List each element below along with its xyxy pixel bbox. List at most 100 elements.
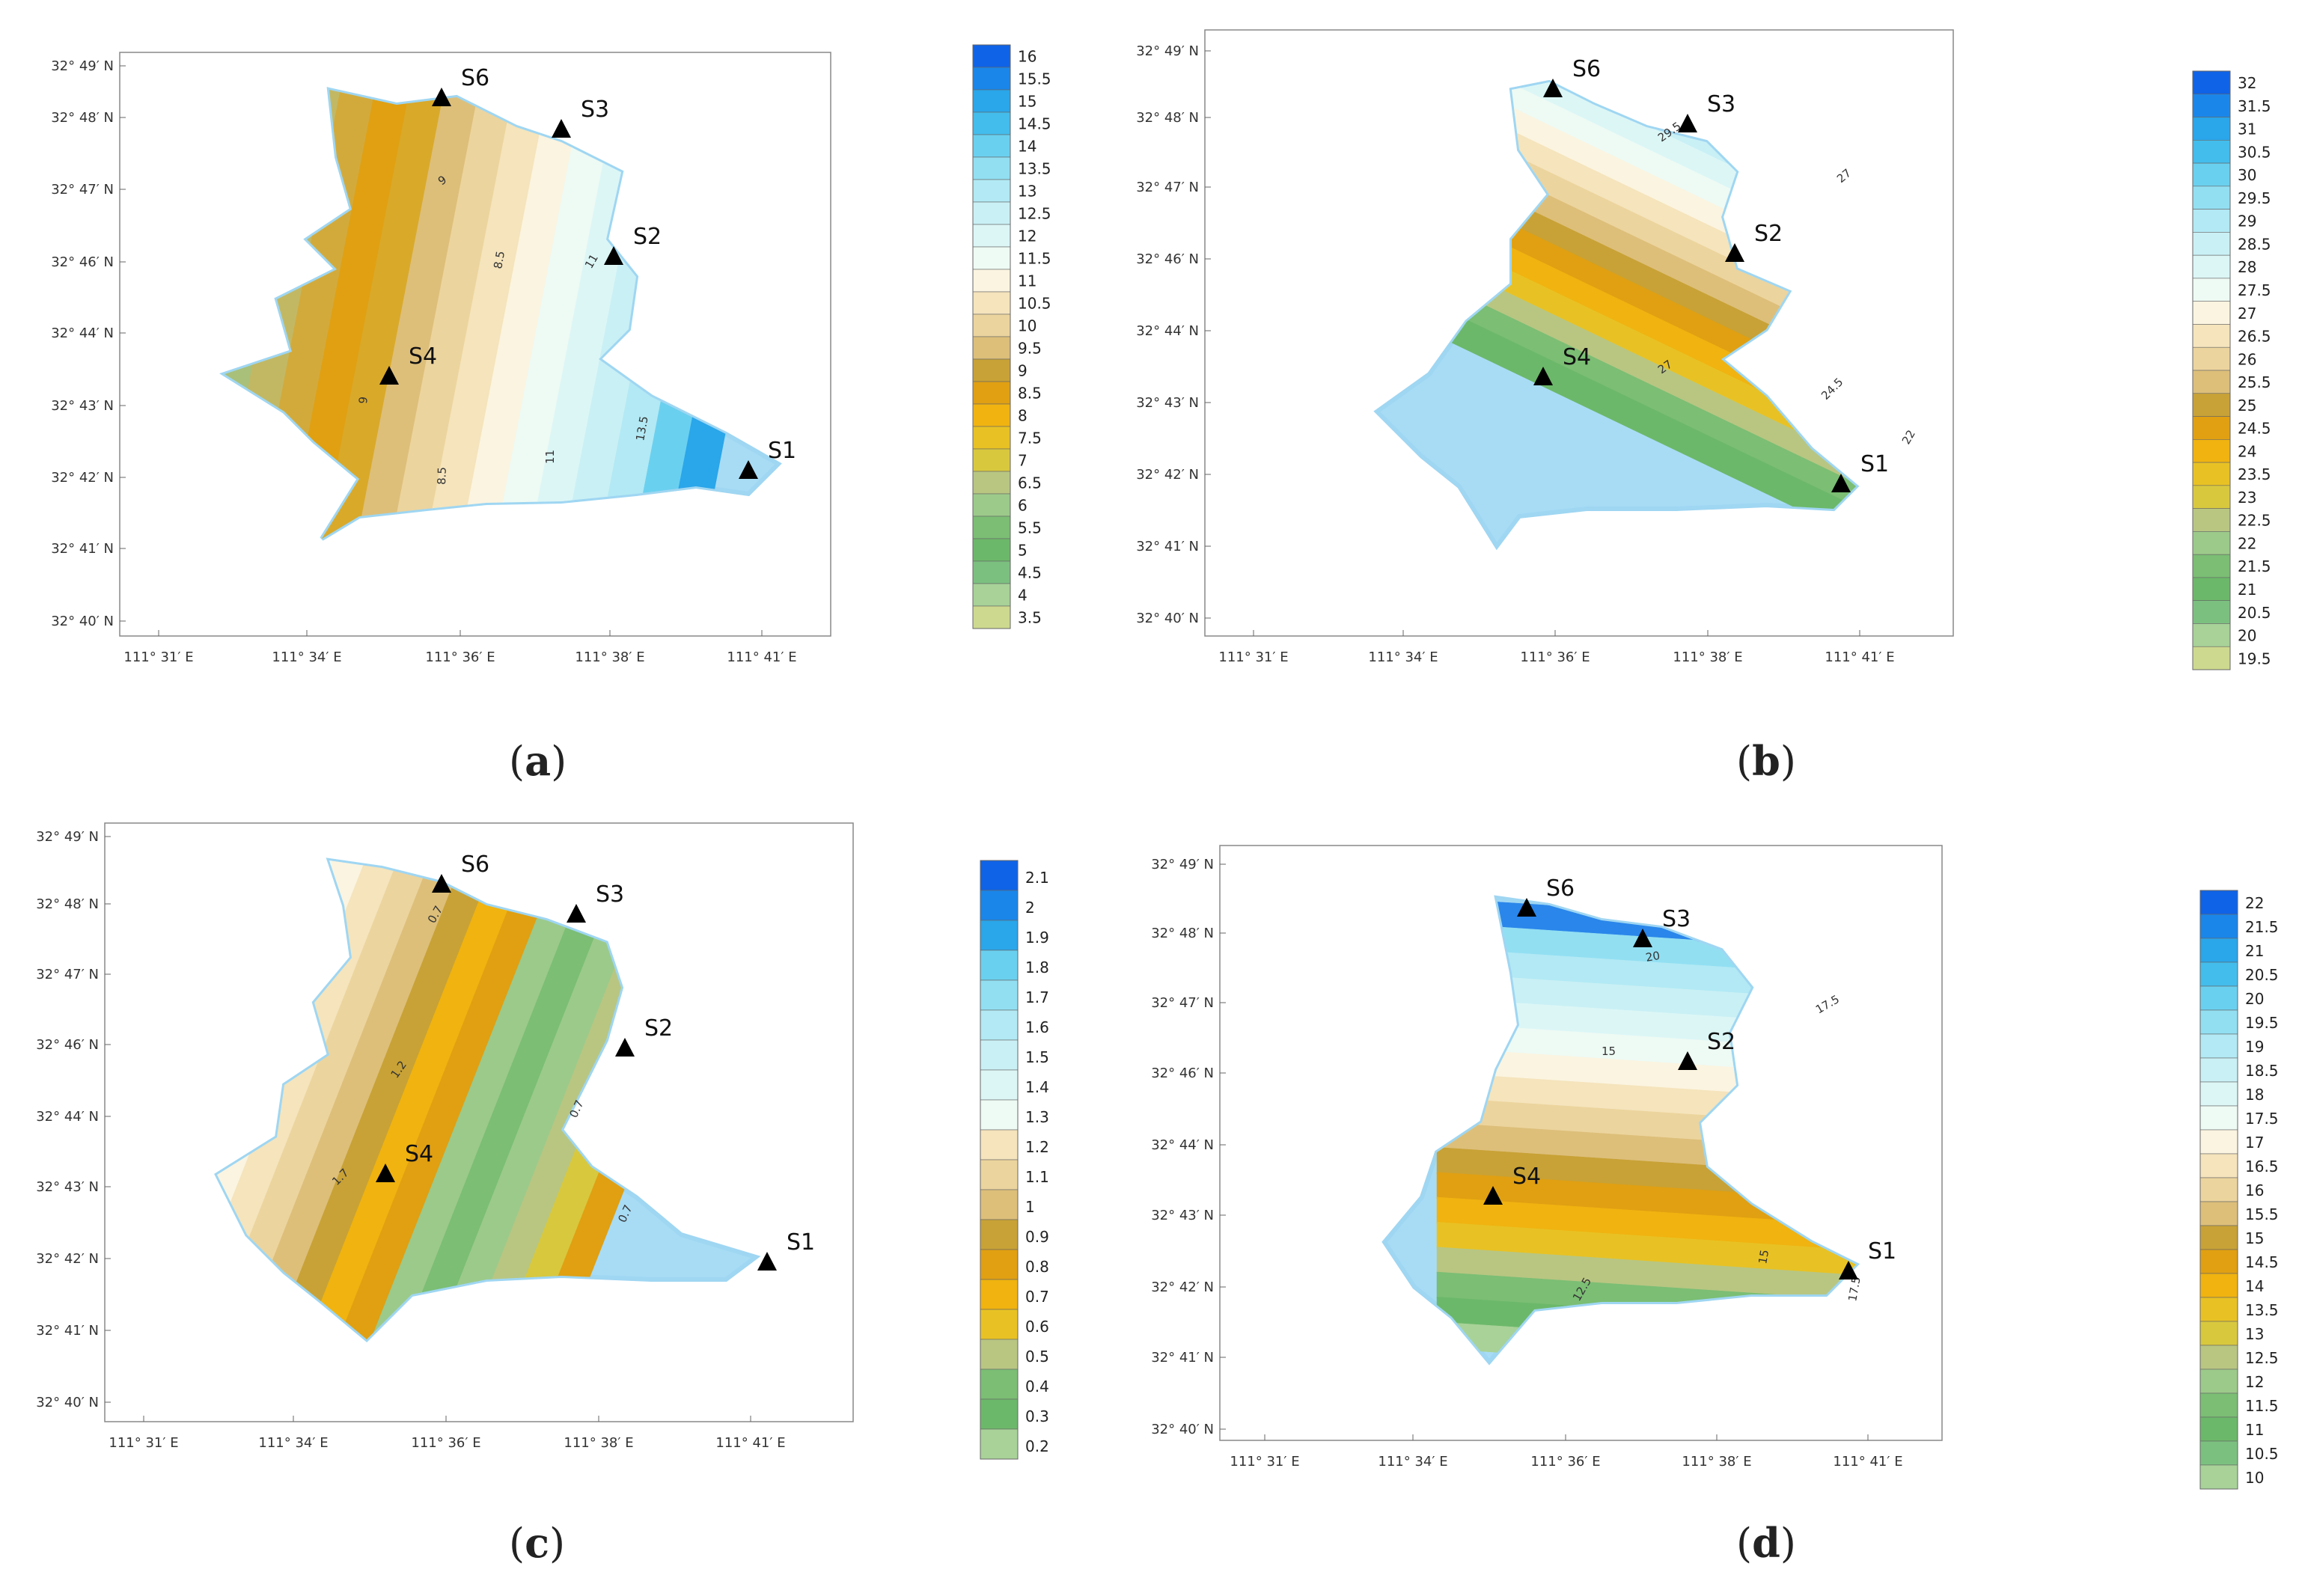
station-marker bbox=[376, 1164, 395, 1182]
legend-label: 22.5 bbox=[2238, 512, 2271, 530]
lat-tick-label: 32° 44′ N bbox=[51, 325, 114, 341]
station-marker bbox=[1839, 1261, 1858, 1279]
legend-swatch bbox=[972, 358, 1011, 382]
lat-tick-label: 32° 44′ N bbox=[1136, 323, 1199, 339]
legend-label: 14.5 bbox=[1018, 115, 1051, 133]
legend-label: 1.6 bbox=[1025, 1018, 1049, 1036]
legend-label: 12 bbox=[2245, 1373, 2264, 1391]
legend-swatch bbox=[2199, 1297, 2238, 1322]
legend-label: 20.5 bbox=[2238, 604, 2271, 622]
contour-label: 8.5 bbox=[491, 250, 507, 270]
legend-swatch bbox=[2192, 439, 2231, 463]
station-label: S4 bbox=[405, 1141, 433, 1167]
contour-band bbox=[322, 90, 449, 539]
legend-label: 13 bbox=[2245, 1325, 2264, 1343]
lat-tick-label: 32° 41′ N bbox=[36, 1323, 99, 1339]
legend-label: 1.1 bbox=[1025, 1168, 1049, 1186]
legend-swatch bbox=[972, 44, 1011, 68]
contour-map-c: 32° 49′ N 32° 48′ N 32° 47′ N 32° 46′ N 32° … bbox=[36, 822, 1049, 1460]
lon-tick-label: 111° 36′ E bbox=[425, 649, 495, 665]
legend-label: 22 bbox=[2245, 894, 2264, 912]
legend-label: 12 bbox=[1018, 227, 1036, 245]
lat-tick-label: 32° 42′ N bbox=[1151, 1279, 1214, 1295]
contour-band bbox=[495, 90, 623, 539]
legend-label: 2 bbox=[1025, 899, 1035, 917]
map-frame bbox=[1219, 845, 1943, 1441]
legend-swatch bbox=[2192, 301, 2231, 325]
legend-swatch bbox=[980, 1129, 1019, 1161]
legend-swatch bbox=[2199, 1345, 2238, 1370]
legend-swatch bbox=[972, 246, 1011, 270]
station-label: S3 bbox=[596, 881, 624, 908]
legend-label: 16.5 bbox=[2245, 1158, 2279, 1175]
legend-swatch bbox=[2192, 370, 2231, 394]
legend-label: 4.5 bbox=[1018, 564, 1042, 582]
contour-band bbox=[287, 90, 415, 539]
legend-swatch bbox=[972, 493, 1011, 517]
station-label: S3 bbox=[1707, 91, 1735, 117]
legend-label: 23 bbox=[2238, 489, 2256, 507]
lon-tick-label: 111° 36′ E bbox=[411, 1435, 480, 1451]
legend-label: 31 bbox=[2238, 120, 2256, 138]
contour-label: 9 bbox=[356, 396, 370, 404]
legend-swatch bbox=[972, 67, 1011, 91]
contour-bands bbox=[225, 90, 778, 539]
contour-map-a: 32° 49′ N 32° 48′ N 32° 47′ N 32° 46′ N 32° … bbox=[51, 44, 1051, 665]
legend-label: 0.9 bbox=[1025, 1228, 1049, 1246]
legend-swatch bbox=[2192, 577, 2231, 601]
legend-label: 0.5 bbox=[1025, 1348, 1049, 1366]
legend-label: 0.3 bbox=[1025, 1407, 1049, 1425]
legend-swatch bbox=[972, 605, 1011, 629]
station-label: S2 bbox=[644, 1015, 673, 1042]
legend-swatch bbox=[2192, 600, 2231, 624]
lat-tick-label: 32° 44′ N bbox=[1151, 1137, 1214, 1153]
legend-label: 10 bbox=[1018, 317, 1036, 335]
contour-label: 8.5 bbox=[435, 467, 449, 485]
legend-label: 28.5 bbox=[2238, 235, 2271, 253]
legend-label: 13.5 bbox=[2245, 1301, 2279, 1319]
legend-label: 9 bbox=[1018, 362, 1028, 380]
lat-tick-label: 32° 46′ N bbox=[51, 254, 114, 270]
legend-label: 10.5 bbox=[1018, 295, 1051, 313]
legend-label: 14 bbox=[1018, 138, 1036, 156]
lon-tick-label: 111° 38′ E bbox=[1673, 649, 1742, 665]
legend-swatch bbox=[972, 403, 1011, 427]
legend-swatch bbox=[2199, 1249, 2238, 1274]
station-label: S1 bbox=[768, 438, 796, 464]
contour-band bbox=[1436, 1196, 1856, 1254]
legend-label: 16 bbox=[2245, 1181, 2264, 1199]
lat-tick-label: 32° 48′ N bbox=[1151, 926, 1214, 941]
station-label: S6 bbox=[1572, 56, 1601, 82]
legend-swatch bbox=[972, 448, 1011, 472]
legend-label: 7 bbox=[1018, 452, 1028, 470]
legend-swatch bbox=[2199, 1153, 2238, 1178]
legend-swatch bbox=[2192, 209, 2231, 233]
legend-label: 21.5 bbox=[2245, 918, 2279, 936]
legend-swatch bbox=[972, 426, 1011, 450]
contour-label: 15 bbox=[1756, 1249, 1771, 1265]
legend-swatch bbox=[972, 538, 1011, 562]
legend-swatch bbox=[2199, 914, 2238, 939]
legend-label: 31.5 bbox=[2238, 97, 2271, 115]
legend-label: 19 bbox=[2245, 1038, 2264, 1056]
legend-swatch bbox=[972, 179, 1011, 203]
legend-label: 12.5 bbox=[2245, 1349, 2279, 1367]
station-label: S1 bbox=[787, 1229, 815, 1256]
lat-tick-label: 32° 40′ N bbox=[1136, 611, 1199, 626]
station-marker bbox=[757, 1252, 777, 1271]
contour-bands bbox=[1436, 898, 1856, 1362]
legend-label: 22 bbox=[2238, 534, 2256, 552]
contour-band bbox=[1436, 1247, 1856, 1304]
station-label: S4 bbox=[1563, 344, 1591, 370]
legend-label: 13.5 bbox=[1018, 160, 1051, 178]
station-marker bbox=[1543, 79, 1563, 97]
legend-label: 20 bbox=[2245, 990, 2264, 1008]
legend-swatch bbox=[980, 1219, 1019, 1250]
legend-swatch bbox=[2199, 1105, 2238, 1131]
station-label: S6 bbox=[1546, 875, 1575, 902]
legend-swatch bbox=[972, 291, 1011, 315]
legend-label: 1.8 bbox=[1025, 958, 1049, 976]
station-marker bbox=[432, 88, 451, 106]
legend-swatch bbox=[980, 920, 1019, 951]
legend-label: 11 bbox=[1018, 272, 1036, 290]
